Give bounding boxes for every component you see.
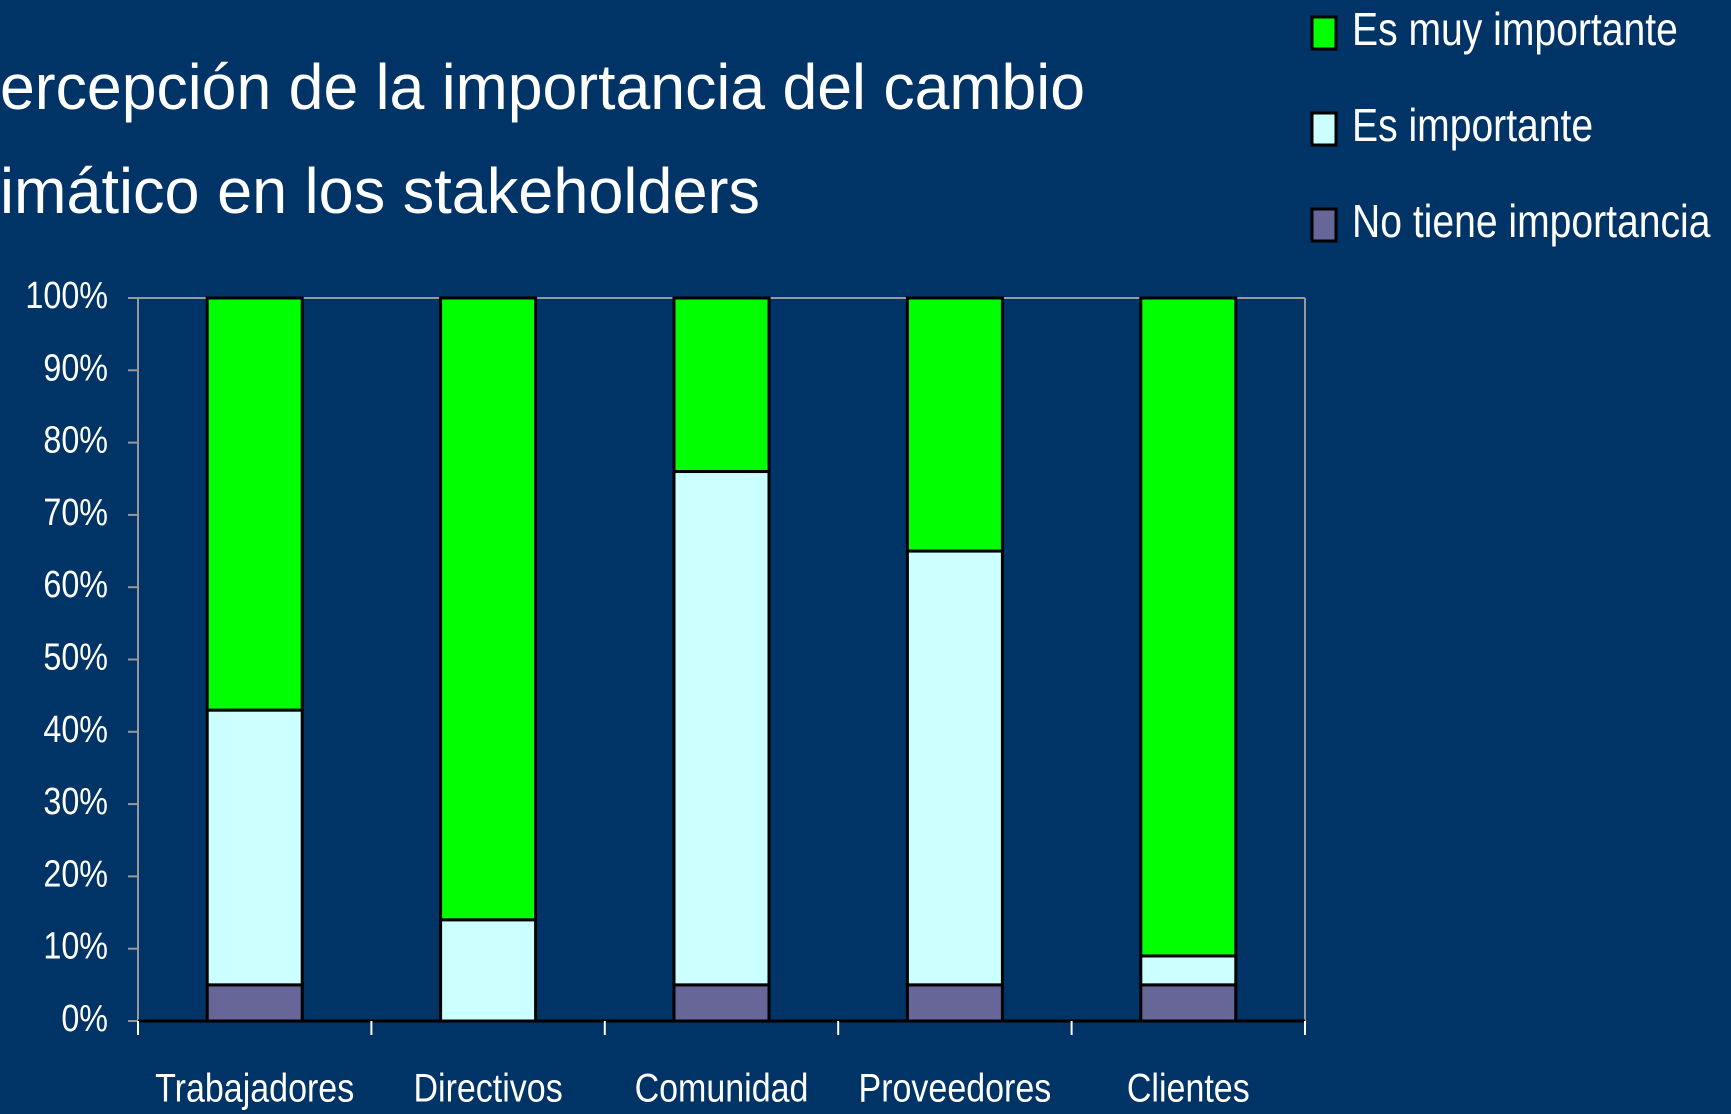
legend-swatch: [1310, 111, 1338, 147]
legend-label: No tiene importancia: [1352, 196, 1711, 248]
y-tick-label: 80%: [43, 419, 108, 461]
x-tick-label: Trabajadores: [155, 1065, 354, 1110]
bar-segment: [672, 470, 771, 987]
chart-title-line: imático en los stakeholders: [0, 155, 760, 227]
legend-swatch: [1310, 207, 1338, 243]
legend-swatch: [1310, 15, 1338, 51]
y-tick-label: 10%: [43, 925, 108, 967]
y-tick-label: 60%: [43, 564, 108, 606]
y-tick-label: 0%: [61, 998, 108, 1040]
bar-segment: [672, 296, 771, 474]
y-tick-label: 50%: [43, 636, 108, 678]
bar-segment: [672, 983, 771, 1023]
x-tick-label: Proveedores: [859, 1065, 1052, 1110]
bar-segment: [205, 296, 304, 712]
legend-label: Es muy importante: [1352, 4, 1678, 56]
y-tick-label: 70%: [43, 492, 108, 534]
y-tick-label: 30%: [43, 781, 108, 823]
bar-segment: [1139, 983, 1238, 1023]
y-tick-label: 90%: [43, 347, 108, 389]
bar-segment: [205, 708, 304, 987]
chart-title-line: ercepción de la importancia del cambio: [0, 51, 1085, 123]
y-tick-label: 20%: [43, 853, 108, 895]
bar-segment: [439, 296, 538, 922]
bar-segment: [1139, 296, 1238, 958]
bar-segment: [905, 983, 1004, 1023]
bar-segment: [439, 918, 538, 1023]
y-tick-label: 100%: [25, 275, 108, 317]
bar-segment: [1139, 954, 1238, 987]
x-tick-label: Directivos: [413, 1065, 562, 1110]
bar-segment: [905, 549, 1004, 987]
bar-segment: [905, 296, 1004, 553]
legend-label: Es importante: [1352, 100, 1593, 152]
x-tick-label: Comunidad: [635, 1065, 809, 1110]
bar-segment: [205, 983, 304, 1023]
y-tick-label: 40%: [43, 708, 108, 750]
x-tick-label: Clientes: [1127, 1065, 1250, 1110]
